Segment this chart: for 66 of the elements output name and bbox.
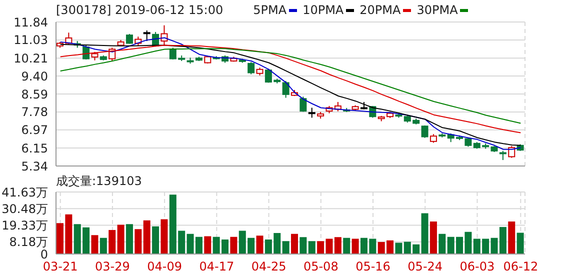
bar bbox=[108, 230, 116, 254]
bar bbox=[100, 238, 107, 254]
x-tick-label: 05-16 bbox=[356, 260, 390, 274]
y-tick-label: 19.33万 bbox=[2, 218, 48, 232]
y-tick-label: 11.03 bbox=[14, 33, 48, 48]
candlestick bbox=[508, 146, 516, 158]
y-tick-label: 6.15 bbox=[21, 141, 48, 156]
bar bbox=[395, 242, 402, 254]
bar bbox=[334, 237, 342, 254]
candlestick bbox=[248, 62, 255, 75]
chart-title: 成交量:139103 bbox=[56, 173, 142, 190]
bar bbox=[282, 241, 290, 254]
bar bbox=[438, 234, 446, 254]
y-tick-label: 5.34 bbox=[21, 159, 48, 174]
candlestick bbox=[308, 107, 316, 118]
x-tick-label: 06-03 bbox=[460, 260, 495, 274]
y-tick-label: 30.48万 bbox=[2, 202, 48, 216]
y-tick-label: 6.97 bbox=[21, 123, 48, 138]
bar bbox=[430, 221, 437, 254]
candlestick bbox=[499, 150, 506, 161]
bar bbox=[516, 232, 524, 254]
bar bbox=[204, 236, 212, 254]
x-tick-label: 04-17 bbox=[199, 260, 234, 274]
bar bbox=[126, 224, 133, 254]
x-tick-label: 04-09 bbox=[147, 260, 182, 274]
bar bbox=[352, 238, 359, 254]
x-tick-label: 06-12 bbox=[503, 260, 538, 274]
y-tick-label: 9.40 bbox=[21, 69, 48, 84]
bar bbox=[160, 219, 168, 254]
y-tick-label: 7.78 bbox=[21, 105, 48, 120]
x-tick-label: 04-25 bbox=[251, 260, 286, 274]
bar bbox=[143, 220, 150, 254]
bar bbox=[508, 221, 516, 254]
candlestick bbox=[300, 96, 307, 112]
bar bbox=[91, 235, 98, 254]
candlestick bbox=[126, 33, 133, 44]
bar bbox=[343, 238, 350, 254]
y-tick-label: 8.18万 bbox=[9, 235, 48, 250]
y-tick-label: 8.59 bbox=[21, 87, 48, 102]
legend-label: 30PMA bbox=[416, 3, 458, 17]
y-tick-label: 10.21 bbox=[14, 51, 48, 66]
y-tick-label: 11.84 bbox=[14, 15, 48, 30]
legend-label: 5PMA bbox=[253, 3, 287, 17]
bar bbox=[291, 234, 298, 254]
chart-title: [300178] 2019-06-12 15:00 bbox=[56, 3, 224, 17]
bar bbox=[230, 236, 238, 254]
candlestick bbox=[82, 44, 90, 60]
bar bbox=[117, 224, 124, 254]
candlestick bbox=[282, 80, 290, 98]
x-tick-label: 05-08 bbox=[303, 260, 338, 274]
candlestick bbox=[143, 30, 150, 42]
bar bbox=[152, 226, 160, 254]
legend-label: 20PMA bbox=[360, 3, 401, 17]
bar bbox=[300, 237, 307, 254]
bar bbox=[308, 241, 316, 254]
x-tick-label: 03-21 bbox=[42, 260, 78, 274]
y-tick-label: 0 bbox=[40, 247, 48, 262]
x-tick-label: 05-24 bbox=[408, 260, 443, 274]
x-tick-label: 03-29 bbox=[95, 260, 130, 274]
bar bbox=[256, 236, 264, 254]
candlestick bbox=[421, 124, 428, 138]
legend-label: 10PMA bbox=[302, 3, 344, 17]
y-tick-label: 41.63万 bbox=[2, 185, 48, 200]
bar bbox=[134, 229, 142, 254]
bar bbox=[421, 213, 428, 254]
candlestick bbox=[160, 24, 168, 46]
